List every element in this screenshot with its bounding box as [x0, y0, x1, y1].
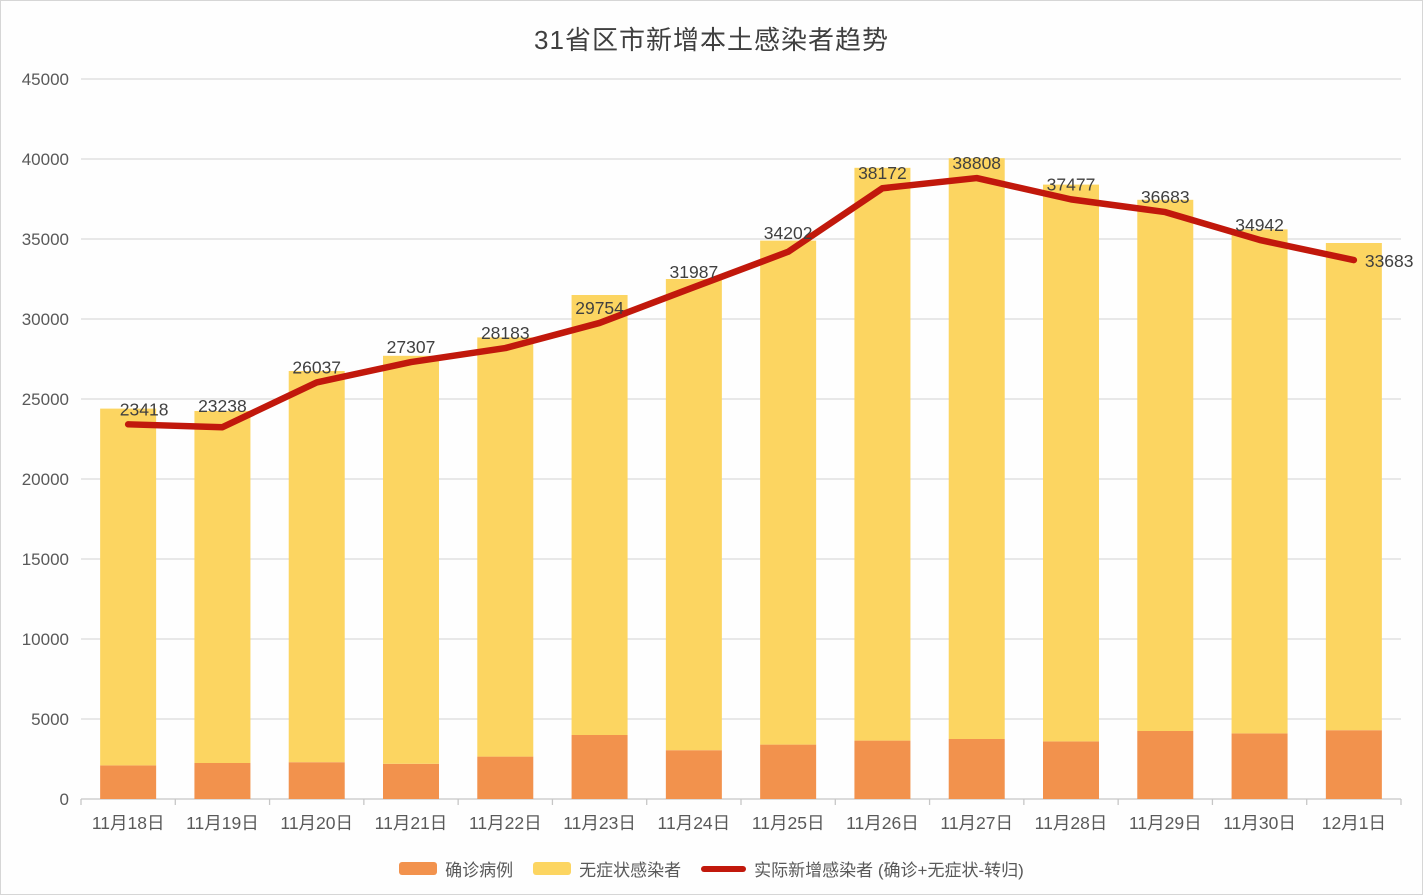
x-axis-label: 11月19日 — [186, 813, 259, 833]
bar-segment-confirmed — [760, 744, 817, 799]
bar-segment-asymptomatic — [477, 337, 534, 757]
bar-segment-asymptomatic — [571, 295, 628, 735]
x-axis-label: 11月18日 — [92, 813, 165, 833]
bar-segment-confirmed — [948, 739, 1005, 799]
legend-label: 无症状感染者 — [579, 861, 682, 880]
line-data-label: 29754 — [575, 298, 624, 318]
trend-line — [124, 174, 1358, 431]
chart-title: 31省区市新增本土感染者趋势 — [534, 25, 889, 55]
x-axis-label: 11月20日 — [280, 813, 353, 833]
bar-segment-asymptomatic — [1043, 184, 1099, 742]
bar-segment-asymptomatic — [854, 167, 911, 741]
y-axis-label: 35000 — [22, 230, 69, 249]
line-data-label: 23418 — [120, 399, 169, 419]
legend-bar-swatch — [533, 862, 572, 875]
line-data-label: 37477 — [1047, 174, 1096, 194]
x-axis-label: 12月1日 — [1322, 813, 1386, 833]
y-axis-label: 0 — [60, 790, 69, 809]
y-axis-label: 30000 — [22, 310, 69, 329]
bar-segment-confirmed — [571, 735, 628, 799]
x-axis-label: 11月22日 — [469, 813, 542, 833]
bar-segment-confirmed — [854, 740, 911, 799]
legend: 确诊病例 无症状感染者 实际新增感染者 (确诊+无症状-转归) — [1, 856, 1422, 881]
y-axis-label: 15000 — [22, 550, 69, 569]
x-axis-label: 11月25日 — [752, 813, 825, 833]
x-axis-label: 11月27日 — [940, 813, 1013, 833]
line-data-label: 36683 — [1141, 187, 1190, 207]
line-data-label: 34942 — [1235, 215, 1284, 235]
bar-segment-confirmed — [477, 756, 534, 799]
line-data-label: 27307 — [387, 337, 436, 357]
legend-item: 实际新增感染者 (确诊+无症状-转归) — [701, 856, 1024, 881]
y-axis-label: 20000 — [22, 470, 69, 489]
x-axis-label: 11月30日 — [1223, 813, 1296, 833]
bar-segment-confirmed — [1325, 730, 1382, 799]
y-axis-label: 25000 — [22, 390, 69, 409]
bar-segment-asymptomatic — [948, 158, 1005, 739]
line-data-label: 28183 — [481, 323, 530, 343]
bar-segment-confirmed — [288, 762, 345, 799]
bar-segment-confirmed — [1231, 733, 1288, 799]
x-axis-label: 11月29日 — [1129, 813, 1202, 833]
bar-segment-asymptomatic — [1137, 199, 1194, 732]
bar-segment-confirmed — [383, 763, 439, 799]
bar-segment-asymptomatic — [194, 411, 251, 763]
line-data-label: 33683 — [1365, 251, 1414, 271]
y-axis-label: 40000 — [22, 150, 69, 169]
x-axis-label: 11月24日 — [658, 813, 731, 833]
y-axis-label: 10000 — [22, 630, 69, 649]
line-data-label: 26037 — [292, 357, 341, 377]
legend-label: 确诊病例 — [445, 861, 514, 880]
bar-segment-confirmed — [1043, 741, 1099, 799]
bar-segment-confirmed — [100, 765, 157, 799]
bar-segment-asymptomatic — [288, 371, 345, 763]
y-axis-label: 5000 — [31, 710, 69, 729]
line-data-label: 23238 — [198, 396, 247, 416]
bar-segment-asymptomatic — [1325, 243, 1382, 731]
line-data-label: 38808 — [952, 153, 1001, 173]
bar-segment-confirmed — [1137, 731, 1194, 799]
legend-label: 实际新增感染者 (确诊+无症状-转归) — [754, 861, 1024, 880]
line-data-label: 34202 — [764, 223, 813, 243]
line-data-label: 31987 — [670, 262, 719, 282]
legend-bar-swatch — [399, 862, 438, 875]
legend-line-swatch — [701, 865, 747, 872]
x-axis-label: 11月21日 — [375, 813, 448, 833]
bar-segment-confirmed — [665, 750, 722, 799]
bar-segment-asymptomatic — [1231, 229, 1288, 734]
legend-item: 确诊病例 — [399, 856, 513, 881]
bar-segment-asymptomatic — [760, 240, 817, 745]
x-axis-label: 11月28日 — [1035, 813, 1108, 833]
y-axis-label: 45000 — [22, 70, 69, 89]
bar-segment-asymptomatic — [100, 408, 157, 766]
bar-segment-asymptomatic — [383, 355, 439, 764]
bar-segment-confirmed — [194, 763, 251, 799]
x-axis-label: 11月23日 — [563, 813, 636, 833]
bar-segment-asymptomatic — [665, 279, 722, 751]
legend-item: 无症状感染者 — [533, 856, 681, 881]
x-axis-label: 11月26日 — [846, 813, 919, 833]
line-data-label: 38172 — [858, 163, 907, 183]
